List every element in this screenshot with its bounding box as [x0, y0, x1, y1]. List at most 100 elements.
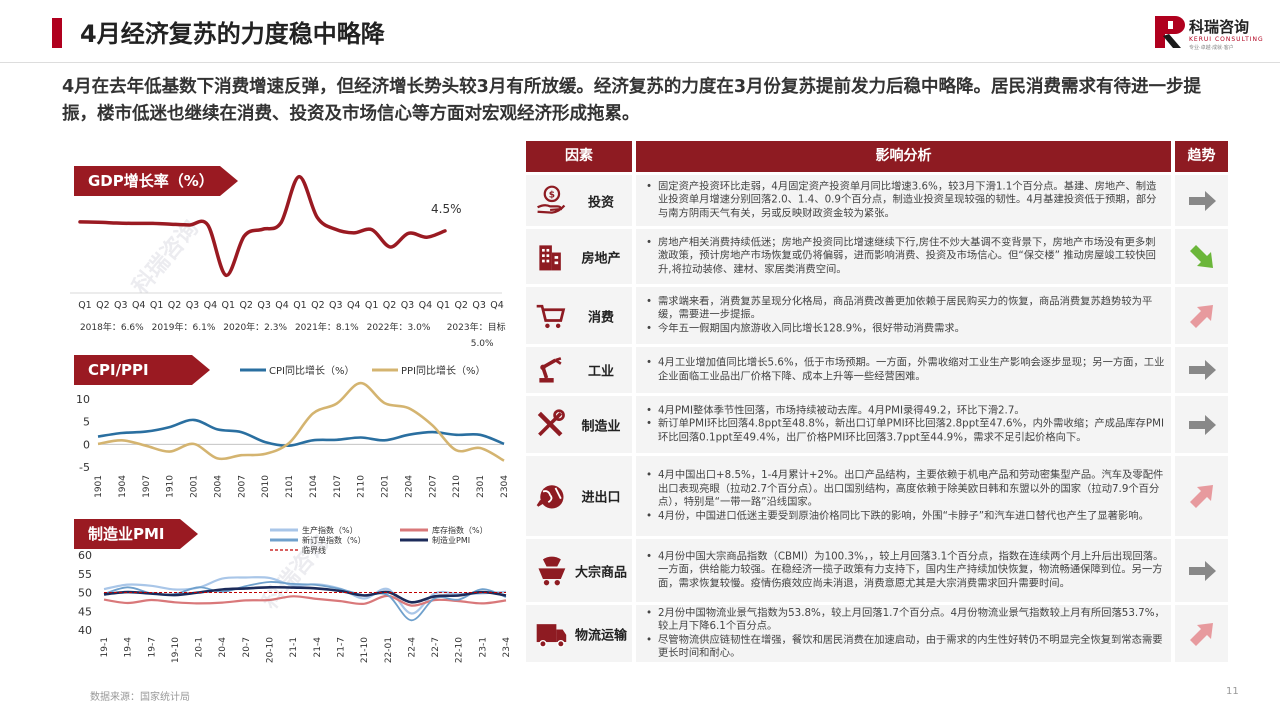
- analysis-point: 4月份中国大宗商品指数（CBMI）为100.3%，，较上月回落3.1个百分点，指…: [646, 550, 1165, 591]
- table-header-trend: 趋势: [1175, 141, 1228, 172]
- analysis-point: 需求端来看，消费复苏呈现分化格局，商品消费改善更加依赖于居民购买力的恢复，商品消…: [646, 295, 1165, 322]
- investment-icon: $: [537, 185, 566, 214]
- gdp-chart: 4.5%Q1 Q2 Q3 Q4 Q1 Q2 Q3 Q4 Q1 Q2 Q3 Q4 Q1 Q2 Q3 Q4 Q1 Q2…: [70, 174, 506, 349]
- analysis-cell: 4月份中国大宗商品指数（CBMI）为100.3%，，较上月回落3.1个百分点，指…: [636, 539, 1171, 602]
- analysis-point: 固定资产投资环比走弱，4月固定资产投资单月同比增速3.6%，较3月下滑1.1个百…: [646, 180, 1165, 221]
- cpi-y-tick: 5: [83, 416, 90, 429]
- gdp-section-tag: GDP增长率（%）: [74, 166, 238, 196]
- cpi-x-tick: 2101: [285, 475, 295, 498]
- page-title: 4月经济复苏的力度稳中略降: [80, 20, 385, 48]
- analysis-list: 固定资产投资环比走弱，4月固定资产投资单月同比增速3.6%，较3月下滑1.1个百…: [646, 180, 1165, 221]
- pmi-main-line: [103, 585, 507, 604]
- analysis-point: 尽管物流供应链韧性在增强，餐饮和居民消费在加速启动，由于需求的内生性好转仍不明显…: [646, 634, 1165, 661]
- analysis-point: 4月份，中国进口低迷主要受到原油价格同比下跌的影响，外围“卡脖子”和汽车进口替代…: [646, 510, 1165, 524]
- gdp-quarter-label: Q4: [132, 300, 146, 311]
- trend-up-arrow-icon: [1189, 485, 1213, 508]
- pmi-legend-label: 库存指数（%）: [432, 525, 488, 535]
- company-logo: 科瑞咨询 KERUI CONSULTING 专业·卓越·成就·客户: [1155, 14, 1265, 54]
- trend-cell: [1175, 287, 1228, 344]
- robot-arm-icon: [539, 357, 562, 383]
- pmi-legend-label: 新订单指数（%）: [302, 535, 366, 545]
- pmi-y-tick: 55: [78, 568, 92, 581]
- building-icon: [539, 244, 561, 270]
- logo-text: 科瑞咨询: [1189, 18, 1250, 36]
- pmi-x-tick: 22-7: [431, 637, 441, 657]
- analysis-point: 2月份中国物流业景气指数为53.8%，较上月回落1.7个百分点。4月份物流业景气…: [646, 606, 1165, 633]
- pmi-chart: 生产指数（%） 库存指数（%） 新订单指数（%） 制造业PMI 临界线 60 55 50 45 4…: [78, 525, 512, 663]
- gdp-quarter-label: Q3: [401, 300, 415, 311]
- gdp-annotation: 4.5%: [431, 202, 462, 216]
- trend-up-arrow-icon: [1189, 622, 1213, 646]
- pmi-legend-label: 生产指数（%）: [302, 525, 358, 535]
- analysis-list: 房地产相关消费持续低迷；房地产投资同比增速继续下行,房住不炒大基调不变背景下，房…: [646, 236, 1165, 277]
- trend-cell: [1175, 175, 1228, 226]
- cpi-x-tick: 1901: [94, 475, 104, 498]
- gdp-quarter-label: Q1: [222, 300, 236, 311]
- cpi-x-tick: 2010: [261, 475, 271, 498]
- analysis-cell: 4月中国出口+8.5%，1-4月累计+2%。出口产品结构，主要依赖于机电产品和劳…: [636, 456, 1171, 536]
- trend-cell: [1175, 396, 1228, 453]
- table-row: $ 投资 固定资产投资环比走弱，4月固定资产投资单月同比增速3.6%，较3月下滑1.…: [526, 175, 1228, 226]
- analysis-point: 房地产相关消费持续低迷；房地产投资同比增速继续下行,房住不炒大基调不变背景下，房…: [646, 236, 1165, 277]
- table-row: 消费 需求端来看，消费复苏呈现分化格局，商品消费改善更加依赖于居民购买力的恢复，商…: [526, 287, 1228, 344]
- gdp-quarter-label: Q1: [150, 300, 164, 311]
- table-row: 工业 4月工业增加值同比增长5.6%，低于市场预期。一方面，外需收缩对工业生产影响…: [526, 347, 1228, 393]
- gdp-year-label: 2021年：8.1%: [295, 321, 359, 333]
- analysis-cell: 2月份中国物流业景气指数为53.8%，较上月回落1.7个百分点。4月份物流业景气…: [636, 605, 1171, 662]
- analysis-cell: 需求端来看，消费复苏呈现分化格局，商品消费改善更加依赖于居民购买力的恢复，商品消…: [636, 287, 1171, 344]
- factor-cell: 房地产: [526, 229, 632, 284]
- table-row: 房地产 房地产相关消费持续低迷；房地产投资同比增速继续下行,房住不炒大基调不变背景…: [526, 229, 1228, 284]
- pmi-section-tag: 制造业PMI: [74, 519, 198, 549]
- table-row: 大宗商品 4月份中国大宗商品指数（CBMI）为100.3%，，较上月回落3.1个百…: [526, 539, 1228, 602]
- logo-mark-icon: [1155, 16, 1185, 48]
- cpi-ppi-chart: CPI同比增长（%） PPI同比增长（%） 10 5 0 -5 1901 1904 1907 19…: [76, 364, 510, 498]
- cpi-legend-label: CPI同比增长（%）: [269, 364, 354, 377]
- analysis-list: 4月PMI整体季节性回落，市场持续被动去库。4月PMI录得49.2，环比下滑2.…: [646, 404, 1165, 445]
- analysis-cell: 固定资产投资环比走弱，4月固定资产投资单月同比增速3.6%，较3月下滑1.1个百…: [636, 175, 1171, 226]
- cpi-x-tick: 1907: [142, 475, 152, 498]
- gdp-quarter-label: Q3: [472, 300, 486, 311]
- gdp-year-label: 2023年：目标: [447, 321, 506, 333]
- factor-cell: 制造业: [526, 396, 632, 453]
- factor-cell: 物流运输: [526, 605, 632, 662]
- header-divider: [0, 62, 1280, 63]
- summary-text: 4月在去年低基数下消费增速反弹，但经济增长势头较3月有所放缓。经济复苏的力度在3…: [62, 77, 1202, 124]
- pmi-x-tick: 22-4: [407, 637, 417, 658]
- cpi-x-tick: 1904: [118, 475, 128, 498]
- trend-cell: [1175, 539, 1228, 602]
- table-row: 物流运输 2月份中国物流业景气指数为53.8%，较上月回落1.7个百分点。4月份物…: [526, 605, 1228, 662]
- gdp-year-label: 2018年：6.6%: [80, 321, 144, 333]
- pmi-x-tick: 20-4: [218, 637, 228, 658]
- cpi-x-tick: 2004: [213, 475, 223, 498]
- pmi-x-tick: 20-7: [242, 637, 252, 657]
- ppi-legend-label: PPI同比增长（%）: [401, 364, 486, 377]
- factor-label: 消费: [587, 310, 614, 325]
- gdp-quarter-label: Q1: [437, 300, 451, 311]
- logo-english: KERUI CONSULTING: [1189, 36, 1264, 43]
- analysis-list: 2月份中国物流业景气指数为53.8%，较上月回落1.7个百分点。4月份物流业景气…: [646, 606, 1165, 660]
- gdp-quarter-label: Q2: [96, 300, 110, 311]
- table-row: 制造业 4月PMI整体季节性回落，市场持续被动去库。4月PMI录得49.2，环比下…: [526, 396, 1228, 453]
- mining-cart-icon: [538, 556, 566, 585]
- title-accent-bar: [52, 18, 62, 48]
- pmi-x-tick: 22-01: [384, 637, 394, 663]
- table-header-analysis: 影响分析: [636, 141, 1171, 172]
- factor-cell: 消费: [526, 287, 632, 344]
- gdp-quarter-label: Q2: [239, 300, 253, 311]
- analysis-point: 4月工业增加值同比增长5.6%，低于市场预期。一方面，外需收缩对工业生产影响会逐…: [646, 356, 1165, 383]
- pmi-y-tick: 50: [78, 587, 92, 600]
- gdp-quarter-label: Q2: [311, 300, 325, 311]
- factor-label: 房地产: [581, 251, 621, 266]
- gdp-quarter-label: Q4: [347, 300, 361, 311]
- gdp-year-label: 2022年：3.0%: [367, 321, 431, 333]
- gdp-quarter-label: Q1: [293, 300, 307, 311]
- gdp-line: [78, 174, 447, 278]
- gdp-quarter-label: Q2: [454, 300, 468, 311]
- gdp-year-label: 5.0%: [471, 339, 494, 349]
- pmi-x-tick: 23-4: [502, 637, 512, 658]
- cpi-section-tag: CPI/PPI: [74, 355, 210, 385]
- cpi-y-tick: 10: [76, 393, 90, 406]
- shopping-cart-icon: [536, 304, 566, 328]
- factor-cell: 进出口: [526, 456, 632, 536]
- factor-label: 进出口: [581, 490, 621, 506]
